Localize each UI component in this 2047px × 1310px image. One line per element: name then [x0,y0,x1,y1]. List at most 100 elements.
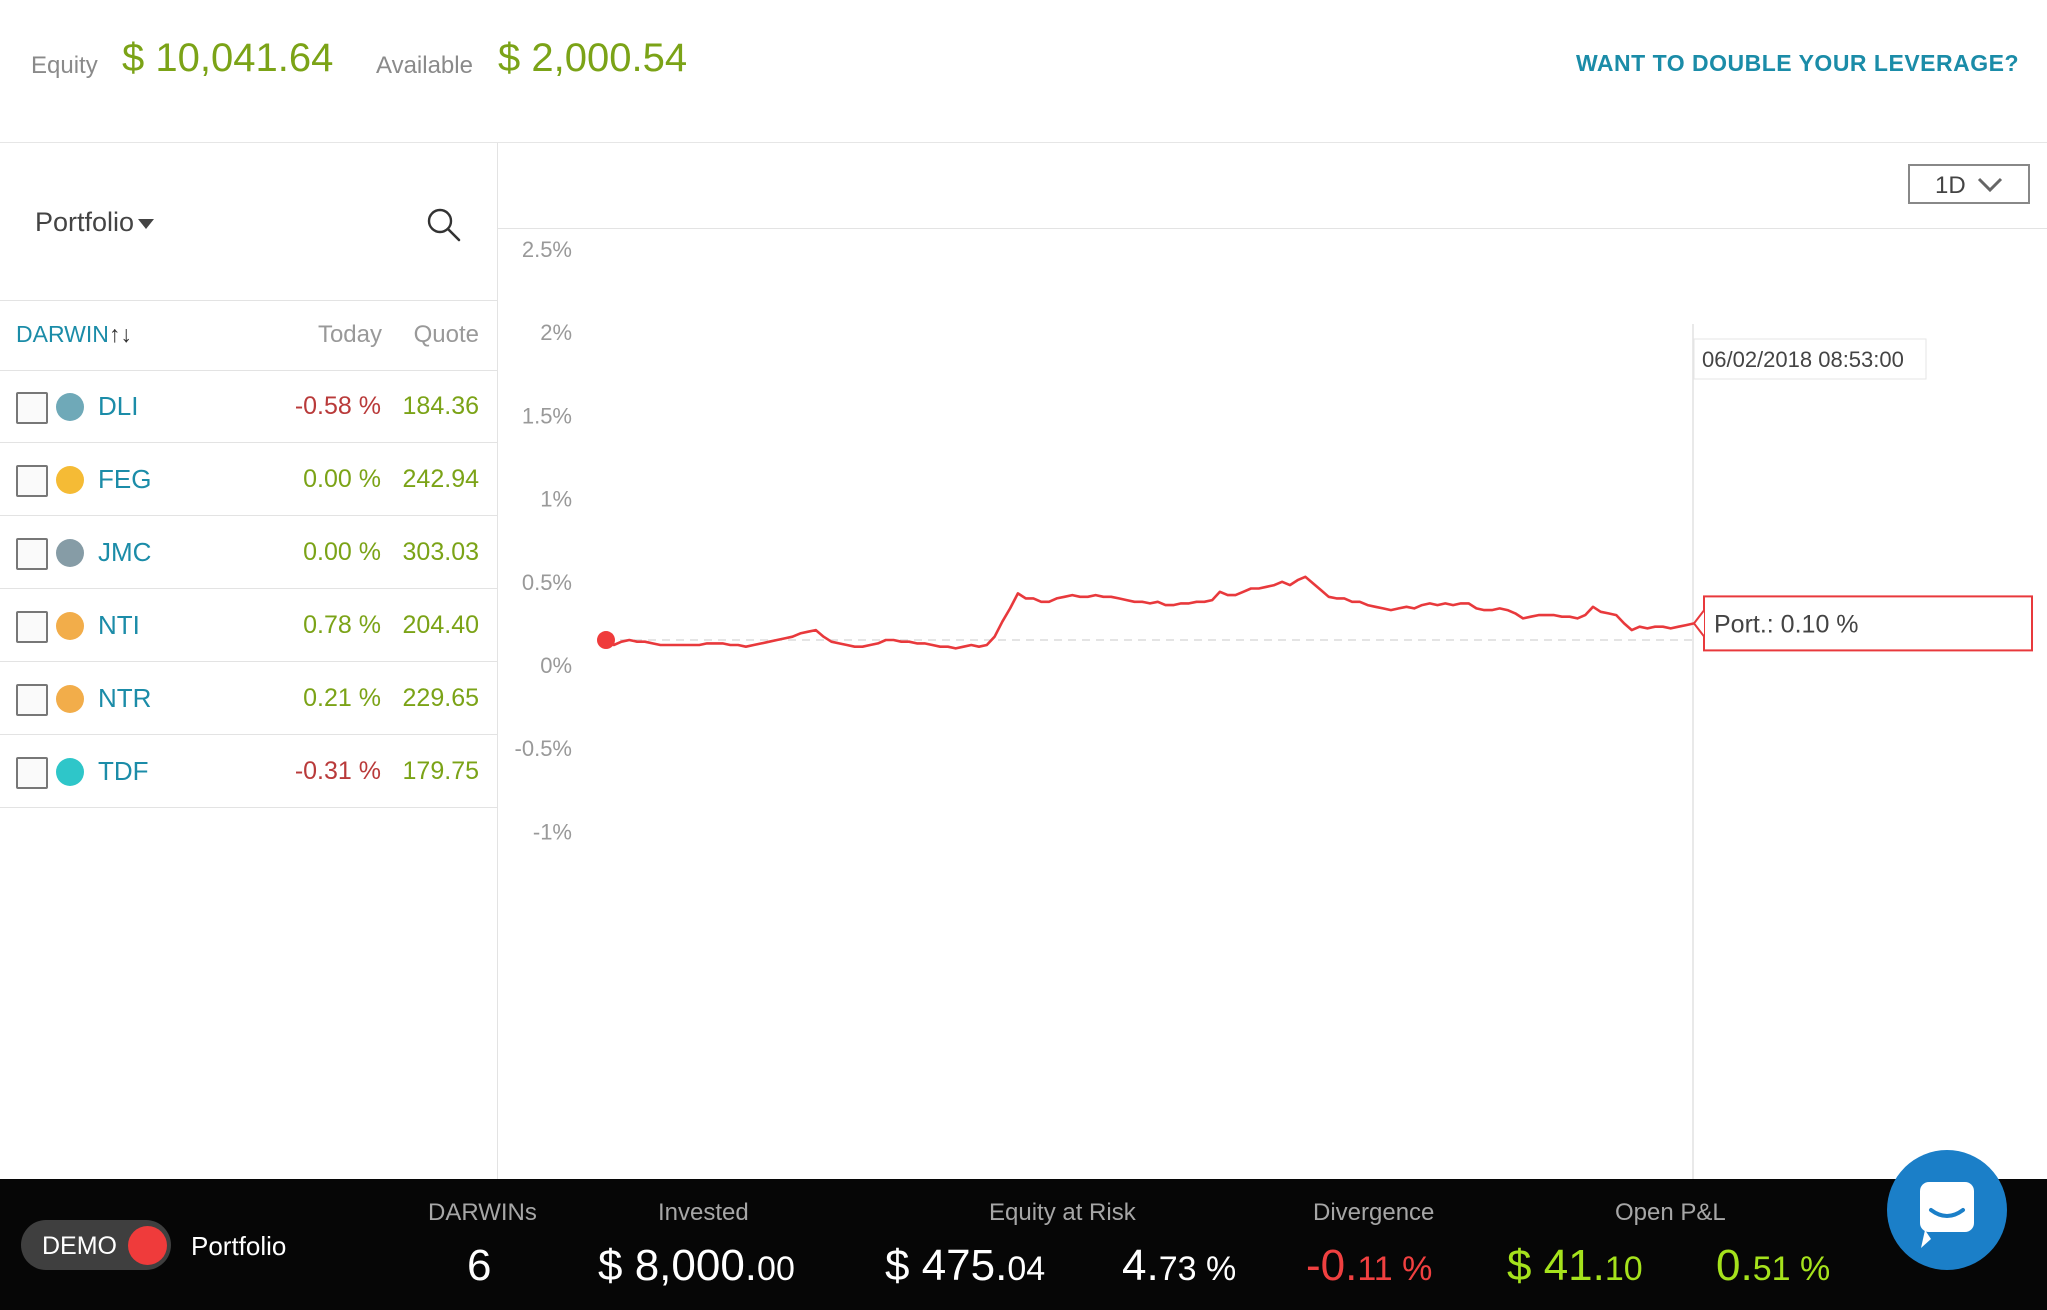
value-tooltip-box [1703,595,2033,652]
date-tooltip-text: 06/02/2018 08:53:00 [1702,347,1904,372]
darwin-quote: 179.75 [402,757,479,785]
darwin-quote: 184.36 [402,392,479,420]
darwin-color-dot [56,612,84,640]
quote-column-header: Quote [413,321,479,348]
darwin-color-dot [56,539,84,567]
footer-portfolio-label: Portfolio [191,1231,287,1261]
open-pnl-pct-int: 0. [1716,1241,1753,1290]
darwin-row-nti[interactable]: NTI 0.78 % 204.40 [0,589,497,662]
darwin-name[interactable]: JMC [98,537,152,567]
equity-at-risk-pct-dec: 73 % [1158,1250,1237,1288]
darwin-row-tdf[interactable]: TDF -0.31 % 179.75 [0,735,497,808]
available-label: Available [376,52,473,79]
divergence-value: -0.11 % [1306,1241,1432,1291]
divergence-int: -0. [1306,1241,1358,1290]
darwin-column-header[interactable]: DARWIN↑↓ [16,321,132,348]
demo-mode-label: DEMO [42,1232,117,1260]
darwin-quote: 303.03 [402,538,479,566]
y-tick-label: 2.5% [522,237,572,262]
y-tick-label: 1% [540,487,572,512]
darwin-row-ntr[interactable]: NTR 0.21 % 229.65 [0,662,497,735]
darwin-quote: 229.65 [402,684,479,712]
darwin-name[interactable]: TDF [98,756,149,786]
time-range-select[interactable]: 1D [1908,164,2030,204]
series-start-point [597,631,615,650]
equity-label: Equity [31,52,98,79]
open-pnl-value: $ 41.10 [1507,1241,1643,1291]
equity-value: $ 10,041.64 [122,36,334,80]
chart-toolbar: 1D [498,143,2047,229]
darwin-checkbox[interactable] [16,684,48,716]
search-icon [427,208,461,242]
darwins-count-value: 6 [467,1241,492,1290]
darwin-name[interactable]: NTR [98,683,152,713]
darwin-color-dot [56,466,84,494]
y-tick-label: -1% [533,819,572,844]
y-tick-label: 0.5% [522,570,572,595]
chart-area: 1D 2.5% 2% 1.5% 1% 0.5% 0% -0.5% -1% 06/02/2018 … [498,143,2047,1179]
chevron-down-icon [1977,177,2003,193]
darwin-name[interactable]: FEG [98,464,152,494]
chat-button[interactable] [1887,1150,2007,1270]
open-pnl-label: Open P&L [1615,1199,1726,1226]
darwins-count-label: DARWINs [428,1199,537,1226]
darwin-quote: 242.94 [402,465,479,493]
equity-at-risk-percent: 4.73 % [1122,1241,1236,1291]
portfolio-select-label: Portfolio [35,207,135,237]
search-button[interactable] [424,205,464,245]
darwin-name[interactable]: NTI [98,610,140,640]
portfolio-series-line [605,575,1695,650]
account-summary-bar: Equity $ 10,041.64 Available $ 2,000.54 … [0,0,2047,143]
open-pnl-dec: 10 [1604,1250,1643,1288]
equity-at-risk-dec: 04 [1007,1250,1046,1288]
invested-dec: 00 [757,1250,795,1288]
darwin-row-dli[interactable]: DLI -0.58 % 184.36 [0,370,497,443]
equity-at-risk-int: $ 475. [885,1241,1008,1290]
invested-value: $ 8,000.00 [598,1241,795,1291]
portfolio-line-chart[interactable]: 2.5% 2% 1.5% 1% 0.5% 0% -0.5% -1% 06/02/2018 08:… [498,229,2047,1179]
darwin-today-change: 0.00 % [303,465,381,493]
open-pnl-pct-dec: 51 % [1752,1250,1831,1288]
darwin-checkbox[interactable] [16,392,48,424]
demo-mode-toggle[interactable]: DEMO [21,1220,171,1270]
today-column-header: Today [317,321,382,348]
value-tooltip-text: Port.: 0.10 % [1714,610,1859,638]
darwin-checkbox[interactable] [16,465,48,497]
toggle-knob [128,1226,167,1265]
date-tooltip-box [1693,338,1927,380]
darwin-name[interactable]: DLI [98,391,139,421]
darwin-quote: 204.40 [402,611,479,639]
value-tooltip-pointer [1692,609,1705,638]
y-tick-label: -0.5% [515,736,572,761]
y-tick-label: 2% [540,320,572,345]
open-pnl-percent: 0.51 % [1716,1241,1830,1291]
darwin-table-header: DARWIN↑↓ Today Quote [0,300,497,371]
time-range-value: 1D [1935,172,1966,199]
open-pnl-int: $ 41. [1507,1241,1605,1290]
darwin-checkbox[interactable] [16,538,48,570]
portfolio-select[interactable]: Portfolio [35,207,155,238]
darwin-today-change: 0.78 % [303,611,381,639]
available-value: $ 2,000.54 [498,36,688,80]
double-leverage-link[interactable]: WANT TO DOUBLE YOUR LEVERAGE? [1575,50,2019,76]
invested-label: Invested [658,1199,749,1226]
darwin-color-dot [56,758,84,786]
darwin-checkbox[interactable] [16,757,48,789]
portfolio-panel: Portfolio DARWIN↑↓ Today Quote DLI -0.58 … [0,143,498,1179]
equity-at-risk-pct-int: 4. [1122,1241,1159,1290]
darwin-today-change: 0.21 % [303,684,381,712]
chat-icon [1920,1182,1974,1248]
equity-at-risk-label: Equity at Risk [989,1199,1136,1226]
invested-int: $ 8,000. [598,1241,758,1290]
darwin-checkbox[interactable] [16,611,48,643]
caret-down-icon [138,218,155,229]
portfolio-status-bar: DEMO Portfolio DARWINs 6 Invested $ 8,00… [0,1179,2047,1310]
sort-icon: ↑↓ [108,321,132,347]
equity-at-risk-value: $ 475.04 [885,1241,1045,1291]
darwin-row-feg[interactable]: FEG 0.00 % 242.94 [0,443,497,516]
darwin-today-change: -0.58 % [294,392,381,420]
darwin-row-jmc[interactable]: JMC 0.00 % 303.03 [0,516,497,589]
divergence-label: Divergence [1313,1199,1435,1226]
darwin-today-change: 0.00 % [303,538,381,566]
darwin-color-dot [56,393,84,421]
